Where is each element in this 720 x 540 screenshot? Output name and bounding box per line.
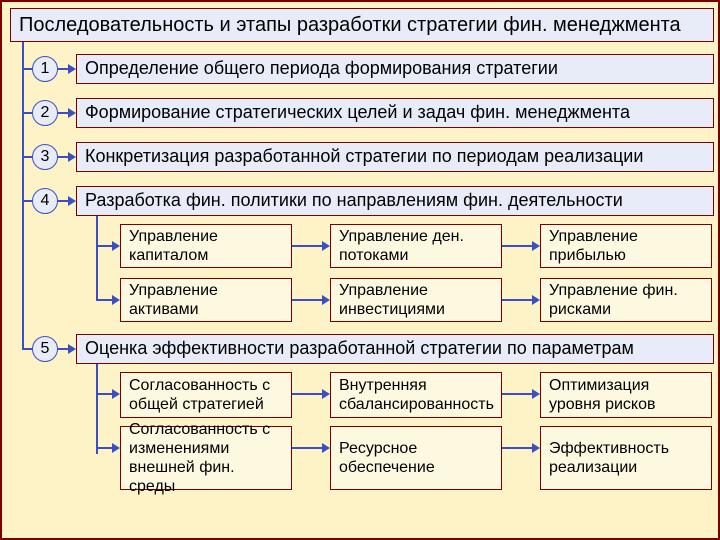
sub5-arrow-0-1 — [322, 389, 330, 399]
step-badge-4: 4 — [32, 188, 58, 214]
arrow-step-2 — [68, 108, 76, 118]
sub4-box-0-2: Управление прибылью — [540, 224, 712, 268]
sub5-box-0-1: Внутренняя сбалансированность — [330, 372, 502, 418]
sub5-conn-1-2 — [502, 447, 534, 449]
spine — [22, 42, 24, 349]
step-box-5: Оценка эффективности разработанной страт… — [76, 334, 714, 364]
sub4-conn-0-1 — [292, 245, 324, 247]
conn-spine-badge-1 — [22, 68, 32, 70]
sub4-box-0-1: Управление ден. потоками — [330, 224, 502, 268]
sub4-conn-0-2 — [502, 245, 534, 247]
sub5-arrow-1-1 — [322, 443, 330, 453]
sub5-spine — [96, 364, 98, 454]
sub5-conn-1-1 — [292, 447, 324, 449]
sub4-arrow-0-2 — [532, 241, 540, 251]
sub4-box-1-1: Управление инвестициями — [330, 278, 502, 322]
sub4-arrow-1-0 — [112, 295, 120, 305]
sub5-box-1-1: Ресурсное обеспечение — [330, 426, 502, 490]
conn-spine-badge-3 — [22, 156, 32, 158]
sub5-conn-0-1 — [292, 393, 324, 395]
arrow-step-1 — [68, 64, 76, 74]
sub4-box-1-2: Управление фин. рисками — [540, 278, 712, 322]
sub4-arrow-1-1 — [322, 295, 330, 305]
step-box-3: Конкретизация разработанной стратегии по… — [76, 142, 714, 172]
sub4-spine — [96, 216, 98, 300]
sub4-conn-1-1 — [292, 299, 324, 301]
step-box-1: Определение общего периода формирования … — [76, 54, 714, 84]
conn-spine-badge-5 — [22, 348, 32, 350]
sub4-arrow-0-0 — [112, 241, 120, 251]
sub5-arrow-0-0 — [112, 389, 120, 399]
sub4-box-1-0: Управление активами — [120, 278, 292, 322]
step-badge-2: 2 — [32, 100, 58, 126]
sub4-box-0-0: Управление капиталом — [120, 224, 292, 268]
step-box-4: Разработка фин. политики по направлениям… — [76, 186, 714, 216]
sub4-arrow-0-1 — [322, 241, 330, 251]
arrow-step-5 — [68, 344, 76, 354]
sub4-arrow-1-2 — [532, 295, 540, 305]
sub5-box-1-0: Согласованность с изменениями внешней фи… — [120, 426, 292, 490]
step-badge-5: 5 — [32, 336, 58, 362]
sub5-box-1-2: Эффективность реализации — [540, 426, 712, 490]
step-box-2: Формирование стратегических целей и зада… — [76, 98, 714, 128]
arrow-step-4 — [68, 196, 76, 206]
sub5-box-0-0: Согласованность с общей стратегией — [120, 372, 292, 418]
conn-spine-badge-2 — [22, 112, 32, 114]
sub5-arrow-1-2 — [532, 443, 540, 453]
conn-spine-badge-4 — [22, 200, 32, 202]
sub4-conn-1-2 — [502, 299, 534, 301]
title-box: Последовательность и этапы разработки ст… — [10, 8, 714, 42]
step-badge-3: 3 — [32, 144, 58, 170]
sub5-arrow-1-0 — [112, 443, 120, 453]
sub5-arrow-0-2 — [532, 389, 540, 399]
sub5-box-0-2: Оптимизация уровня рисков — [540, 372, 712, 418]
step-badge-1: 1 — [32, 56, 58, 82]
arrow-step-3 — [68, 152, 76, 162]
sub5-conn-0-2 — [502, 393, 534, 395]
